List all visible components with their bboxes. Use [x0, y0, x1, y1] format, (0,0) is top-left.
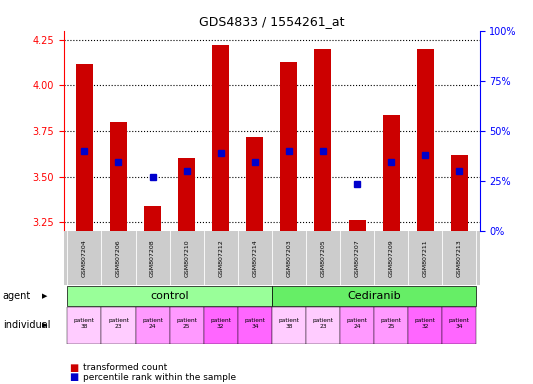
Text: GSM807206: GSM807206 [116, 239, 121, 277]
Bar [67, 307, 101, 344]
Bar [212, 45, 229, 232]
Bar [169, 307, 204, 344]
Bar [408, 307, 442, 344]
Bar [110, 122, 127, 232]
Title: GDS4833 / 1554261_at: GDS4833 / 1554261_at [199, 15, 344, 28]
Text: GSM807208: GSM807208 [150, 239, 155, 277]
Text: GSM807204: GSM807204 [82, 239, 87, 277]
Bar [76, 64, 93, 232]
Text: patient
38: patient 38 [74, 318, 95, 329]
Text: agent: agent [3, 291, 31, 301]
Bar [374, 307, 408, 344]
Bar [67, 286, 272, 306]
Text: patient
32: patient 32 [415, 318, 435, 329]
Text: patient
25: patient 25 [381, 318, 401, 329]
Text: Cediranib: Cediranib [347, 291, 401, 301]
Text: GSM807212: GSM807212 [218, 239, 223, 277]
Text: individual: individual [3, 321, 50, 331]
Text: GSM807207: GSM807207 [354, 239, 360, 277]
Bar [178, 159, 195, 232]
Bar [204, 307, 238, 344]
Bar [272, 286, 477, 306]
Text: GSM807211: GSM807211 [423, 239, 427, 277]
Text: GSM807214: GSM807214 [252, 239, 257, 277]
Text: ■: ■ [69, 363, 78, 373]
Bar [272, 307, 306, 344]
Text: patient
24: patient 24 [346, 318, 367, 329]
Bar [144, 206, 161, 232]
Bar [383, 115, 400, 232]
Bar [442, 307, 477, 344]
Text: patient
23: patient 23 [108, 318, 129, 329]
Text: patient
25: patient 25 [176, 318, 197, 329]
Bar [314, 49, 332, 232]
Text: GSM807203: GSM807203 [286, 239, 292, 277]
Text: ▶: ▶ [42, 323, 47, 328]
Bar [417, 49, 434, 232]
Bar [101, 307, 135, 344]
Text: control: control [150, 291, 189, 301]
Text: GSM807205: GSM807205 [320, 239, 326, 277]
Text: ■: ■ [69, 372, 78, 382]
Bar [280, 62, 297, 232]
Bar [238, 307, 272, 344]
Text: patient
32: patient 32 [211, 318, 231, 329]
Bar [349, 220, 366, 232]
Text: transformed count: transformed count [83, 363, 167, 372]
Bar [306, 307, 340, 344]
Text: patient
24: patient 24 [142, 318, 163, 329]
Text: GSM807209: GSM807209 [389, 239, 393, 277]
Bar [246, 137, 263, 232]
Bar [135, 307, 169, 344]
Text: patient
23: patient 23 [312, 318, 333, 329]
Bar [451, 155, 468, 232]
Text: patient
38: patient 38 [278, 318, 300, 329]
Text: GSM807210: GSM807210 [184, 239, 189, 277]
Text: patient
34: patient 34 [244, 318, 265, 329]
Text: GSM807213: GSM807213 [457, 239, 462, 277]
Text: ▶: ▶ [42, 293, 47, 299]
Bar [340, 307, 374, 344]
Text: patient
34: patient 34 [449, 318, 470, 329]
Text: percentile rank within the sample: percentile rank within the sample [83, 372, 236, 382]
